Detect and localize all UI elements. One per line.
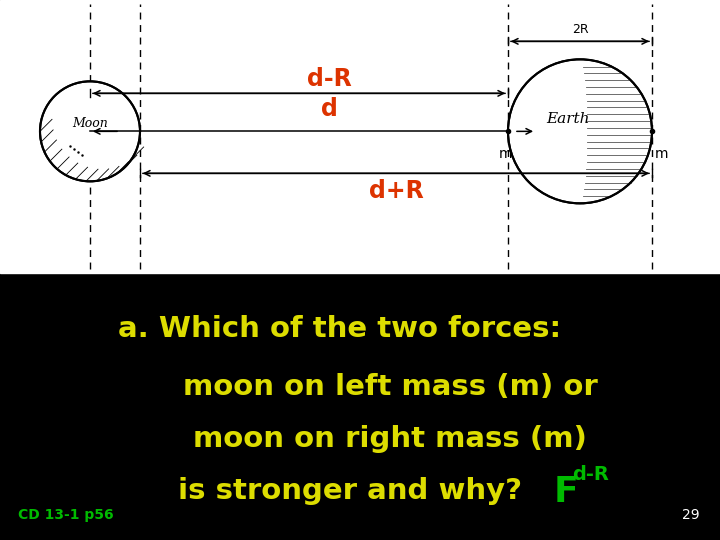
- Text: Earth: Earth: [546, 112, 590, 126]
- Text: d+R: d+R: [369, 179, 423, 204]
- Text: 29: 29: [683, 508, 700, 522]
- Text: d: d: [320, 97, 338, 122]
- Text: m: m: [498, 147, 512, 161]
- Text: moon on right mass (m): moon on right mass (m): [193, 424, 587, 453]
- Text: 2R: 2R: [572, 23, 588, 36]
- Circle shape: [508, 59, 652, 204]
- Text: moon on left mass (m) or: moon on left mass (m) or: [183, 373, 598, 401]
- Circle shape: [40, 82, 140, 181]
- Text: a. Which of the two forces:: a. Which of the two forces:: [118, 315, 562, 343]
- Text: m: m: [655, 147, 668, 161]
- Text: is stronger and why?: is stronger and why?: [178, 477, 522, 505]
- Text: d-R: d-R: [307, 68, 351, 91]
- Text: CD 13-1 p56: CD 13-1 p56: [18, 508, 114, 522]
- Bar: [0, 0, 720, 273]
- Text: F: F: [554, 475, 579, 509]
- Text: Moon: Moon: [72, 117, 108, 130]
- Text: d-R: d-R: [572, 465, 609, 484]
